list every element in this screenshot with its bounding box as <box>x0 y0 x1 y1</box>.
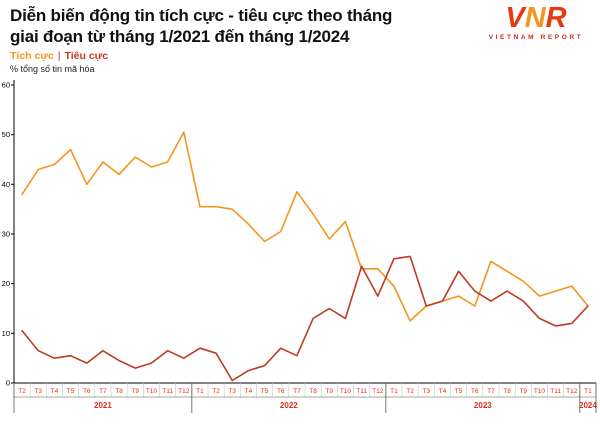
svg-text:60: 60 <box>2 81 10 90</box>
svg-text:T12: T12 <box>372 388 384 395</box>
svg-text:T4: T4 <box>51 388 59 395</box>
svg-text:T5: T5 <box>67 388 75 395</box>
chart-legend: Tích cực | Tiêu cực <box>0 47 600 62</box>
svg-text:2024: 2024 <box>579 401 597 410</box>
svg-text:T5: T5 <box>261 388 269 395</box>
vnr-logo-subtext: VIETNAM REPORT <box>488 34 584 41</box>
svg-text:T2: T2 <box>18 388 26 395</box>
svg-text:0: 0 <box>6 379 10 388</box>
svg-text:T9: T9 <box>131 388 139 395</box>
svg-text:T7: T7 <box>293 388 301 395</box>
svg-text:T9: T9 <box>519 388 527 395</box>
svg-text:10: 10 <box>2 329 10 338</box>
svg-text:VNR: VNR <box>505 2 566 32</box>
svg-text:T10: T10 <box>534 388 546 395</box>
legend-separator: | <box>57 50 61 63</box>
line-chart-canvas: 0 10 20 30 40 50 60 T2 T3 T4 T5 T6 T7 T8 T9 T10 T11 T12 T1… <box>2 80 597 414</box>
svg-text:T11: T11 <box>356 388 367 395</box>
svg-text:T2: T2 <box>406 388 414 395</box>
svg-text:T10: T10 <box>146 388 158 395</box>
svg-text:T4: T4 <box>439 388 447 395</box>
svg-text:T9: T9 <box>325 388 333 395</box>
svg-text:T7: T7 <box>99 388 107 395</box>
svg-text:2022: 2022 <box>280 401 298 410</box>
line-chart: 0 10 20 30 40 50 60 T2 T3 T4 T5 T6 T7 T8 T9 T10 T11 T12 T1… <box>0 75 600 422</box>
legend-positive-label: Tích cực <box>10 50 54 63</box>
svg-text:30: 30 <box>2 230 10 239</box>
svg-text:T2: T2 <box>212 388 220 395</box>
svg-text:T11: T11 <box>550 388 561 395</box>
svg-text:T6: T6 <box>83 388 91 395</box>
svg-text:2021: 2021 <box>94 401 112 410</box>
svg-text:T7: T7 <box>487 388 495 395</box>
svg-text:T8: T8 <box>309 388 317 395</box>
svg-text:T8: T8 <box>115 388 123 395</box>
svg-text:20: 20 <box>2 279 10 288</box>
svg-text:T3: T3 <box>422 388 430 395</box>
header: Diễn biến động tin tích cực - tiêu cực t… <box>0 0 600 47</box>
svg-text:T1: T1 <box>196 388 204 395</box>
svg-text:T3: T3 <box>34 388 42 395</box>
svg-text:T11: T11 <box>162 388 173 395</box>
logo-letter-v: V <box>505 2 527 32</box>
vnr-logo-mark: VNR <box>505 2 566 34</box>
y-axis-unit-label: % tổng số tin mã hóa <box>10 64 95 75</box>
svg-text:T6: T6 <box>471 388 479 395</box>
svg-text:T1: T1 <box>390 388 398 395</box>
svg-text:T4: T4 <box>245 388 253 395</box>
svg-text:2023: 2023 <box>474 401 492 410</box>
svg-text:40: 40 <box>2 180 10 189</box>
page-title-line1: Diễn biến động tin tích cực - tiêu cực t… <box>10 6 393 25</box>
logo-letter-r: R <box>546 2 567 32</box>
vnr-logo: VNR VIETNAM REPORT <box>480 2 592 41</box>
svg-text:T12: T12 <box>566 388 578 395</box>
svg-text:T12: T12 <box>178 388 190 395</box>
logo-letter-n: N <box>525 2 547 32</box>
svg-text:50: 50 <box>2 130 10 139</box>
svg-text:T1: T1 <box>584 388 592 395</box>
legend-negative-label: Tiêu cực <box>64 50 109 63</box>
svg-text:T10: T10 <box>340 388 352 395</box>
page-title-line2: giai đoạn từ tháng 1/2021 đến tháng 1/20… <box>10 27 350 47</box>
svg-text:T6: T6 <box>277 388 285 395</box>
svg-text:T5: T5 <box>455 388 463 395</box>
svg-text:T8: T8 <box>503 388 511 395</box>
svg-text:T3: T3 <box>228 388 236 395</box>
page-title: Diễn biến động tin tích cực - tiêu cực t… <box>10 5 480 47</box>
